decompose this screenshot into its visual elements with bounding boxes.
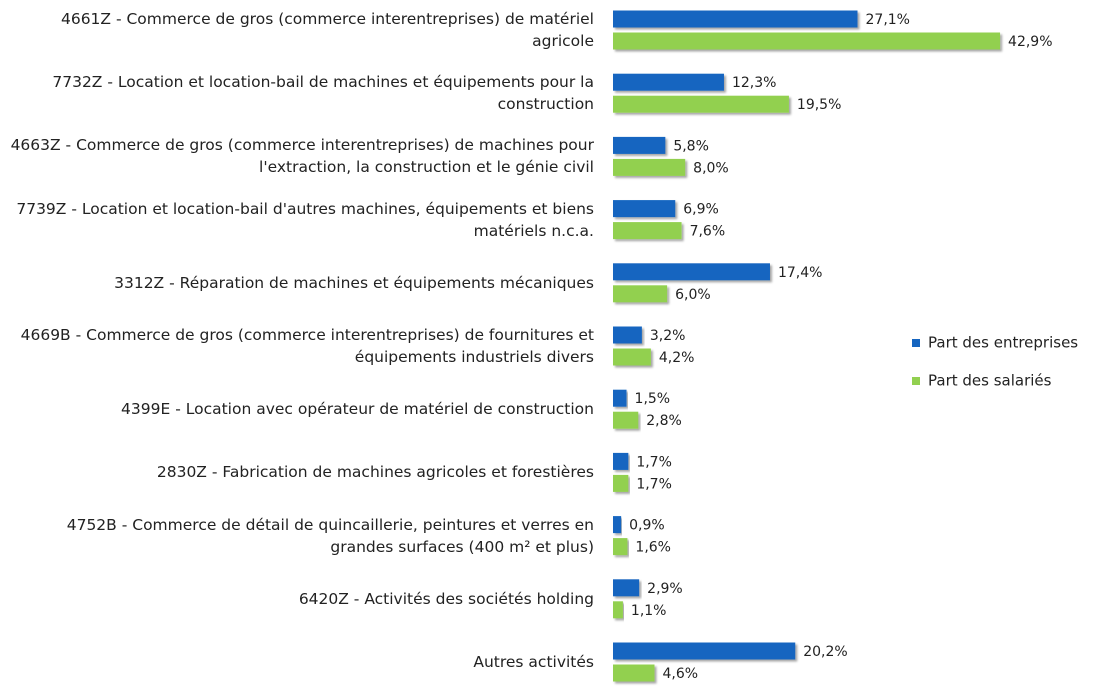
value-label: 42,9% — [1008, 34, 1052, 50]
bar — [613, 285, 668, 303]
bar — [613, 474, 629, 492]
bar — [613, 516, 622, 534]
bar — [613, 538, 628, 556]
legend-swatch — [912, 377, 920, 385]
category-label: 2830Z - Fabrication de machines agricole… — [156, 463, 594, 482]
bar — [613, 601, 623, 619]
bar — [613, 452, 629, 470]
category-label: 7732Z - Location et location-bail de mac… — [52, 73, 594, 114]
value-label: 12,3% — [732, 75, 776, 91]
bar — [613, 326, 642, 344]
category-label: 6420Z - Activités des sociétés holding — [298, 589, 594, 608]
value-label: 2,8% — [646, 413, 682, 429]
value-label: 4,2% — [659, 350, 695, 366]
bar — [613, 32, 1001, 50]
value-label: 6,0% — [675, 287, 711, 303]
value-label: 1,5% — [635, 391, 671, 407]
value-label: 1,1% — [631, 603, 667, 619]
bar — [613, 95, 789, 113]
value-label: 0,9% — [629, 518, 665, 534]
category-label: 3312Z - Réparation de machines et équipe… — [114, 273, 594, 292]
bar — [613, 263, 770, 281]
value-label: 8,0% — [693, 160, 729, 176]
value-label: 20,2% — [803, 644, 847, 660]
category-label: 4663Z - Commerce de gros (commerce inter… — [10, 136, 594, 177]
value-label: 1,7% — [636, 454, 672, 470]
legend-label: Part des entreprises — [928, 334, 1078, 352]
category-label: 4661Z - Commerce de gros (commerce inter… — [60, 10, 594, 50]
value-label: 3,2% — [650, 328, 686, 344]
value-label: 5,8% — [673, 138, 709, 154]
value-label: 17,4% — [778, 265, 822, 281]
bar — [613, 200, 676, 218]
bar — [613, 642, 796, 660]
value-label: 2,9% — [647, 581, 683, 597]
bar — [613, 10, 858, 28]
category-label: 4399E - Location avec opérateur de matér… — [121, 400, 594, 419]
bar — [613, 73, 724, 91]
bar — [613, 222, 682, 240]
value-label: 6,9% — [683, 202, 719, 218]
bar — [613, 348, 651, 366]
bar — [613, 411, 639, 429]
bar — [613, 136, 666, 154]
category-label: 4669B - Commerce de gros (commerce inter… — [20, 326, 594, 366]
value-label: 7,6% — [690, 224, 726, 240]
value-label: 19,5% — [797, 97, 841, 113]
category-label: Autres activités — [473, 653, 594, 671]
value-label: 27,1% — [866, 12, 910, 28]
category-label: 7739Z - Location et location-bail d'autr… — [16, 199, 594, 240]
bar — [613, 158, 686, 176]
bar — [613, 664, 655, 682]
legend-label: Part des salariés — [928, 372, 1052, 390]
value-label: 4,6% — [663, 666, 699, 682]
value-label: 1,7% — [636, 476, 672, 492]
bar — [613, 389, 627, 407]
bar — [613, 579, 640, 597]
value-label: 1,6% — [635, 540, 671, 556]
category-label: 4752B - Commerce de détail de quincaille… — [66, 515, 594, 556]
legend-swatch — [912, 339, 920, 347]
